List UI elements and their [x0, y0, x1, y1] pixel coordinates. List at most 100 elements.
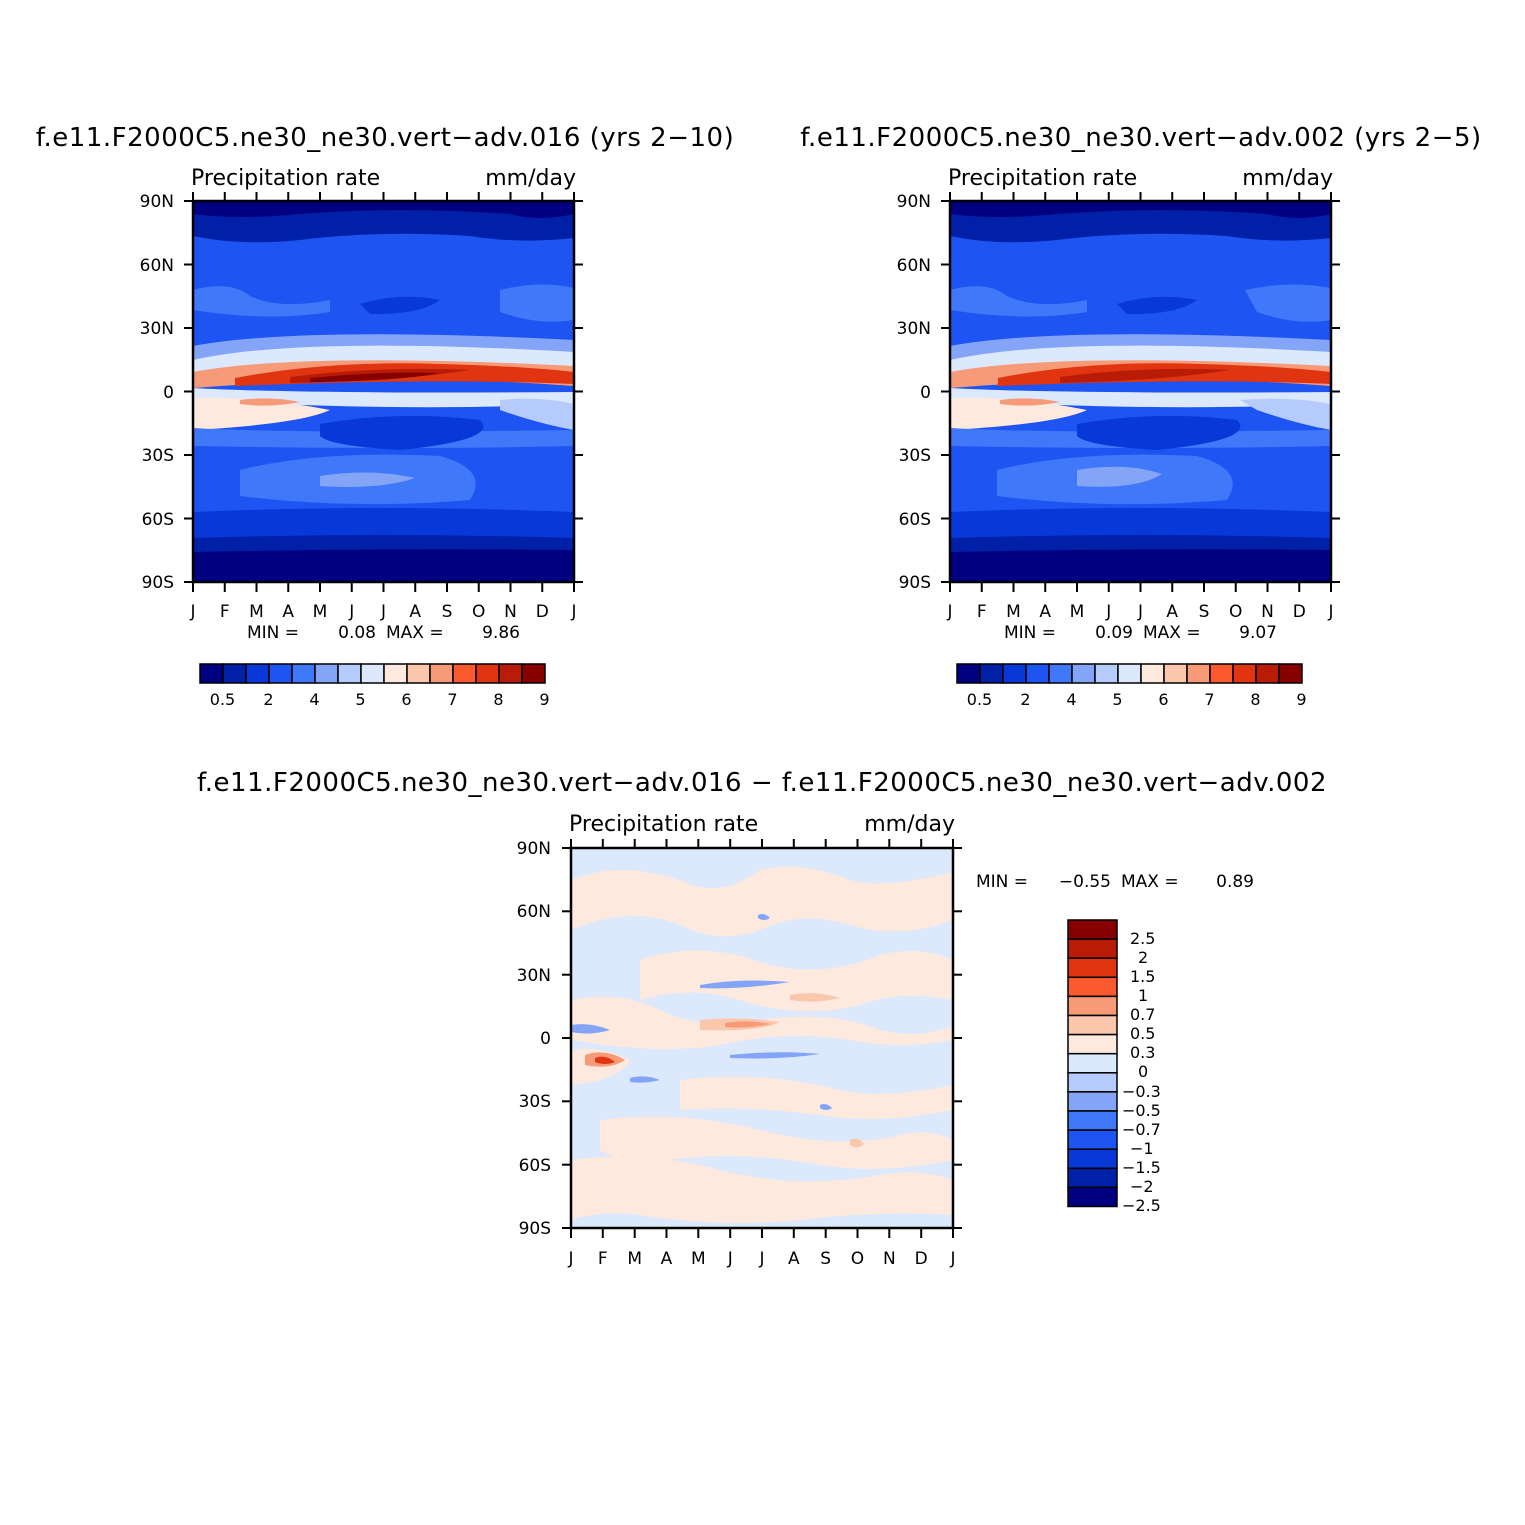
- x-tick-labels: J F M A M J J A S O N D J: [189, 602, 576, 622]
- x-tick-label: J: [570, 602, 576, 622]
- colorbar-box: [1067, 976, 1118, 998]
- x-tick-label: J: [1327, 602, 1333, 622]
- colorbar-box: [406, 663, 431, 684]
- colorbar-box: [337, 663, 362, 684]
- y-tick-label: 30N: [140, 319, 174, 339]
- colorbar-box: [314, 663, 339, 684]
- y-tick-marks: [184, 200, 583, 583]
- x-tick-label: A: [282, 602, 294, 622]
- x-tick-label: J: [727, 1249, 733, 1269]
- y-tick-label: 90N: [897, 192, 931, 212]
- colorbar-box: [383, 663, 408, 684]
- colorbar-box: [1048, 663, 1073, 684]
- x-tick-label: J: [949, 1249, 955, 1269]
- panel-difference: f.e11.F2000C5.ne30_ne30.vert−adv.016 − f…: [197, 768, 1326, 1269]
- min-label: MIN =: [1004, 623, 1056, 643]
- colorbar-label: 7: [447, 690, 457, 709]
- colorbar-box: [1067, 1091, 1118, 1112]
- colorbar-box: [1117, 663, 1142, 684]
- x-tick-marks: [570, 839, 954, 1238]
- min-value: 0.09: [1095, 623, 1133, 643]
- x-tick-label: A: [1039, 602, 1051, 622]
- colorbar-box: [429, 663, 454, 684]
- max-value: 9.86: [482, 623, 520, 643]
- colorbar-box: [1186, 663, 1211, 684]
- x-tick-label: J: [1137, 602, 1143, 622]
- colorbar-label: 0.5: [1130, 1024, 1155, 1043]
- x-tick-label: S: [1199, 602, 1210, 622]
- min-max-readout: MIN = 0.08 MAX = 9.86: [247, 623, 520, 643]
- colorbar-label: 4: [1066, 690, 1076, 709]
- colorbar-label: −1: [1130, 1139, 1154, 1158]
- colorbar-label: 5: [355, 690, 365, 709]
- x-tick-label: A: [409, 602, 421, 622]
- colorbar-label: 5: [1112, 690, 1122, 709]
- y-tick-label: 90S: [142, 573, 174, 593]
- max-label: MAX =: [1121, 872, 1179, 892]
- colorbar-box: [1067, 1072, 1118, 1093]
- x-tick-marks: [192, 192, 575, 592]
- colorbar: 0.5 2 4 5 6 7 8 9: [199, 663, 550, 709]
- x-tick-label: F: [977, 602, 987, 622]
- x-tick-label: J: [380, 602, 386, 622]
- colorbar-box: [1232, 663, 1257, 684]
- colorbar-box: [1067, 1110, 1118, 1131]
- colorbar-label: 8: [493, 690, 503, 709]
- colorbar-label: 1.5: [1130, 967, 1155, 986]
- min-value: 0.08: [338, 623, 376, 643]
- colorbar-box: [498, 663, 523, 684]
- y-tick-marks: [562, 847, 962, 1229]
- colorbar-label: 8: [1250, 690, 1260, 709]
- colorbar-label: −0.7: [1122, 1120, 1161, 1139]
- x-tick-label: M: [249, 602, 264, 622]
- colorbar-box: [360, 663, 385, 684]
- colorbar-box: [1067, 1167, 1118, 1189]
- x-tick-label: J: [946, 602, 952, 622]
- x-tick-label: N: [504, 602, 517, 622]
- colorbar-box: [1067, 1129, 1118, 1150]
- y-tick-label: 30S: [519, 1092, 551, 1112]
- x-tick-label: M: [1006, 602, 1021, 622]
- y-tick-labels: 90N 60N 30N 0 30S 60S 90S: [897, 192, 931, 593]
- y-tick-label: 60N: [140, 256, 174, 276]
- colorbar-boxes: [1067, 919, 1118, 1208]
- right-string: mm/day: [864, 812, 955, 837]
- x-tick-label: A: [1166, 602, 1178, 622]
- colorbar-label: −2: [1130, 1177, 1154, 1196]
- colorbar-label: 6: [1158, 690, 1168, 709]
- y-tick-labels: 90N 60N 30N 0 30S 60S 90S: [140, 192, 174, 593]
- colorbar-box: [1278, 663, 1303, 684]
- x-tick-label: J: [1105, 602, 1111, 622]
- left-string: Precipitation rate: [948, 166, 1137, 191]
- max-value: 9.07: [1239, 623, 1277, 643]
- colorbar-box: [979, 663, 1004, 684]
- plot-area: [950, 201, 1331, 582]
- y-tick-label: 60S: [519, 1156, 551, 1176]
- colorbar-box: [1067, 938, 1118, 959]
- colorbar-label: 2: [263, 690, 273, 709]
- x-tick-label: S: [442, 602, 453, 622]
- x-tick-label: M: [627, 1249, 642, 1269]
- left-string: Precipitation rate: [191, 166, 380, 191]
- x-tick-label: M: [691, 1249, 706, 1269]
- min-label: MIN =: [247, 623, 299, 643]
- x-tick-label: D: [915, 1249, 928, 1269]
- x-tick-labels: J F M A M J J A S O N D J: [946, 602, 1333, 622]
- colorbar-box: [245, 663, 270, 684]
- colorbar-box: [521, 663, 546, 684]
- y-tick-label: 60S: [899, 510, 931, 530]
- left-string: Precipitation rate: [569, 812, 758, 837]
- x-tick-label: J: [567, 1249, 573, 1269]
- colorbar-label: 2: [1020, 690, 1030, 709]
- colorbar-box: [1140, 663, 1165, 684]
- plot-area: [571, 848, 953, 1228]
- max-value: 0.89: [1216, 872, 1254, 892]
- panel-top-right: f.e11.F2000C5.ne30_ne30.vert−adv.002 (yr…: [800, 123, 1481, 709]
- colorbar: 2.5 2 1.5 1 0.7 0.5 0.3 0 −0.3 −0.5 −0.7…: [1067, 919, 1161, 1215]
- colorbar-box: [1094, 663, 1119, 684]
- colorbar-label: −0.5: [1122, 1101, 1161, 1120]
- colorbar-box: [1025, 663, 1050, 684]
- colorbar-label: −2.5: [1122, 1196, 1161, 1215]
- panel-title: f.e11.F2000C5.ne30_ne30.vert−adv.002 (yr…: [800, 123, 1481, 153]
